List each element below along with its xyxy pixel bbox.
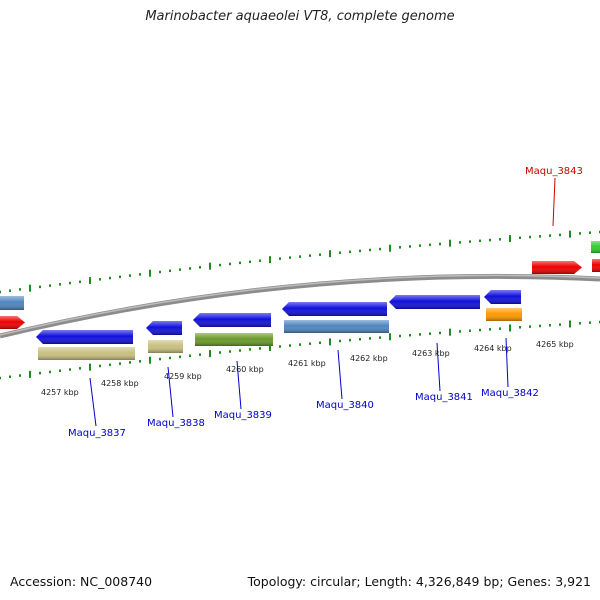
maqu-3841-cds-feature[interactable] <box>389 295 480 309</box>
maqu-3842-rna-feature[interactable] <box>486 308 522 321</box>
tick-ring-outer <box>0 230 600 294</box>
genome-backbone <box>0 273 600 339</box>
maqu-3837-rna-feature[interactable] <box>38 347 135 360</box>
maqu-3839-rna-feature[interactable] <box>195 333 273 346</box>
scale-label: 4262 kbp <box>350 354 388 363</box>
right-red-feature[interactable] <box>592 259 600 272</box>
scale-label: 4261 kbp <box>288 359 326 368</box>
maqu-3839-cds-feature[interactable] <box>193 313 271 327</box>
label-leader-line <box>505 337 509 388</box>
gene-label[interactable]: Maqu_3841 <box>415 392 473 403</box>
left-steelblue-feature[interactable] <box>0 296 24 310</box>
maqu-3840-cds-feature[interactable] <box>282 302 387 316</box>
gene-label[interactable]: Maqu_3838 <box>147 418 205 429</box>
maqu-3842-cds-feature[interactable] <box>484 290 521 304</box>
label-leader-line <box>552 177 556 227</box>
label-leader-line <box>436 342 441 392</box>
maqu-3843-cds-feature[interactable] <box>532 261 582 274</box>
scale-label: 4259 kbp <box>164 372 202 381</box>
maqu-3837-cds-feature[interactable] <box>36 330 133 344</box>
maqu-3838-rna-feature[interactable] <box>148 340 183 353</box>
scale-label: 4265 kbp <box>536 340 574 349</box>
genome-backbone-highlight <box>0 274 600 336</box>
scale-label: 4257 kbp <box>41 388 79 397</box>
accession-text: Accession: NC_008740 <box>10 574 153 589</box>
left-red-feature[interactable] <box>0 316 25 329</box>
gene-label[interactable]: Maqu_3840 <box>316 400 374 411</box>
label-leader-line <box>236 360 242 410</box>
maqu-3838-cds-feature[interactable] <box>146 321 182 335</box>
label-leader-line <box>167 366 174 418</box>
gene-label[interactable]: Maqu_3843 <box>525 166 583 177</box>
map-title: Marinobacter aquaeolei VT8, complete gen… <box>145 9 455 24</box>
scale-label: 4258 kbp <box>101 379 139 388</box>
tick-ring-inner <box>0 320 600 380</box>
gene-label[interactable]: Maqu_3842 <box>481 388 539 399</box>
gene-label[interactable]: Maqu_3839 <box>214 410 272 421</box>
scale-label: 4263 kbp <box>412 349 450 358</box>
genome-summary-text: Topology: circular; Length: 4,326,849 bp… <box>247 574 591 589</box>
scale-label: 4264 kbp <box>474 344 512 353</box>
label-leader-line <box>337 349 343 400</box>
gene-label[interactable]: Maqu_3837 <box>68 428 126 439</box>
maqu-3840-rna-feature[interactable] <box>284 320 389 333</box>
scale-label: 4260 kbp <box>226 365 264 374</box>
label-leader-line <box>89 377 97 427</box>
right-green-feature[interactable] <box>591 241 600 253</box>
